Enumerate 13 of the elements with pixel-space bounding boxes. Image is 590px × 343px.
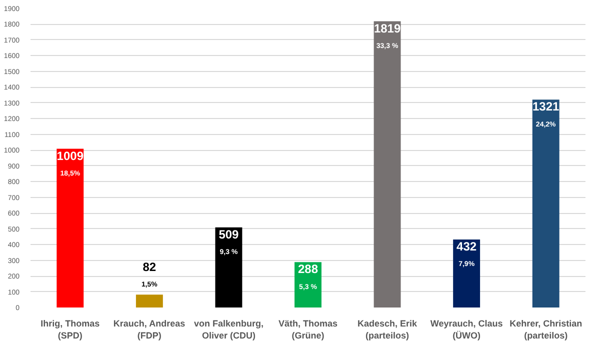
x-tick-label: Kadesch, Erik (parteilos)	[358, 318, 418, 340]
x-tick-label: Kehrer, Christian (parteilos)	[510, 318, 582, 340]
x-tick-label: Krauch, Andreas (FDP)	[113, 318, 186, 340]
x-tick-label: Väth, Thomas (Grüne)	[278, 318, 338, 340]
bar	[56, 148, 84, 308]
bar	[453, 240, 480, 308]
x-tick-label: von Falkenburg, Oliver (CDU)	[194, 318, 264, 340]
x-tick-label: Ihrig, Thomas (SPD)	[40, 318, 100, 340]
bar	[136, 294, 163, 308]
bar	[374, 21, 401, 308]
x-tick-label: Weyrauch, Claus (ÜWO)	[430, 318, 503, 340]
bar	[532, 100, 560, 308]
bar	[215, 227, 242, 308]
